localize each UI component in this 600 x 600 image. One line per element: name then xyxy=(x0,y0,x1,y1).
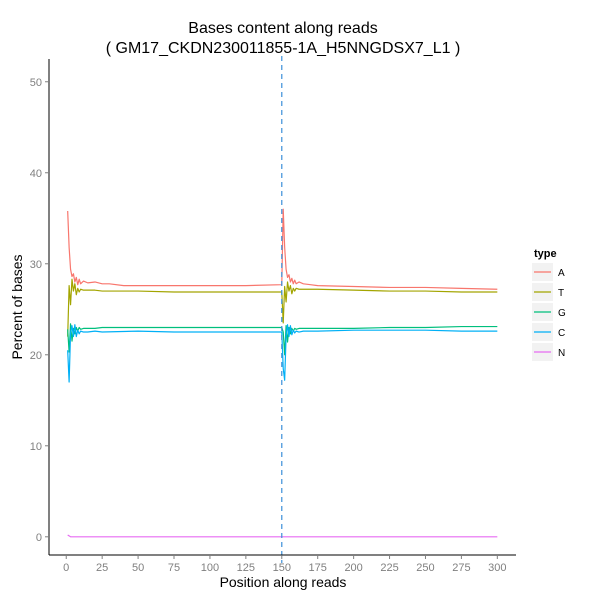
legend-label-c: C xyxy=(558,328,565,339)
x-tick-label: 300 xyxy=(488,562,506,574)
legend-title: type xyxy=(534,248,557,260)
x-tick-label: 0 xyxy=(63,562,69,574)
series-line-c xyxy=(67,324,498,383)
y-tick-label: 10 xyxy=(30,441,42,453)
y-tick-label: 40 xyxy=(30,168,42,180)
x-tick-label: 125 xyxy=(237,562,255,574)
x-tick-label: 25 xyxy=(96,562,108,574)
series-line-a xyxy=(67,208,498,290)
legend-label-a: A xyxy=(558,268,565,279)
chart-subtitle: ( GM17_CKDN230011855-1A_H5NNGDSX7_L1 ) xyxy=(106,40,461,57)
y-tick-label: 50 xyxy=(30,77,42,89)
legend-label-t: T xyxy=(558,288,564,299)
plot-area xyxy=(67,56,498,563)
x-tick-label: 150 xyxy=(273,562,291,574)
legend-label-g: G xyxy=(558,308,566,319)
x-tick-label: 50 xyxy=(132,562,144,574)
x-axis-title: Position along reads xyxy=(220,574,347,590)
y-axis-ticks: 0 10 20 30 40 50 xyxy=(30,77,49,544)
x-tick-label: 225 xyxy=(380,562,398,574)
y-tick-label: 30 xyxy=(30,259,42,271)
x-tick-label: 200 xyxy=(344,562,362,574)
x-tick-label: 100 xyxy=(201,562,219,574)
y-tick-label: 0 xyxy=(36,532,42,544)
x-tick-label: 175 xyxy=(309,562,327,574)
y-tick-label: 20 xyxy=(30,350,42,362)
y-axis-title: Percent of bases xyxy=(9,254,25,359)
x-tick-label: 75 xyxy=(168,562,180,574)
x-tick-label: 275 xyxy=(452,562,470,574)
series-line-n xyxy=(67,534,498,538)
x-tick-label: 250 xyxy=(416,562,434,574)
x-axis-ticks: 0 25 50 75 100 125 150 175 200 225 250 275 300 xyxy=(63,555,506,574)
legend-label-n: N xyxy=(558,348,565,359)
chart-title: Bases content along reads xyxy=(188,20,377,37)
